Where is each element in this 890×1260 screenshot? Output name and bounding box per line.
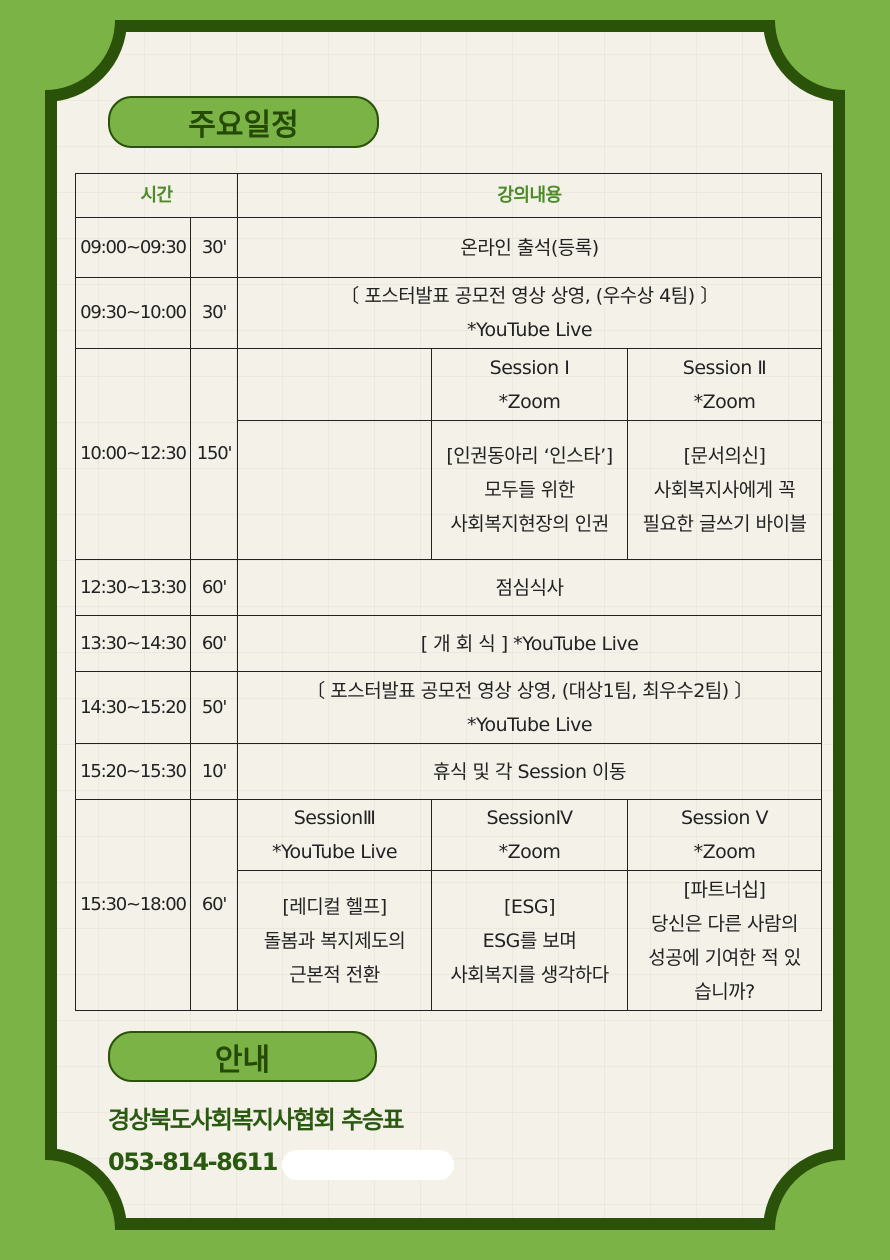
time-cell: 13:30~14:30 (75, 615, 191, 672)
cell-text: Session Ⅱ (682, 356, 767, 379)
cell-text: 성공에 기여한 적 있 (648, 946, 801, 969)
cell-text: 15:30~18:00 (80, 894, 187, 915)
cell-text: 점심식사 (495, 576, 564, 599)
content-cell: 〔 포스터발표 공모전 영상 상영, (우수상 4팀) 〕 *YouTube Li… (237, 277, 822, 349)
header-time: 시간 (75, 173, 238, 218)
header-content: 강의내용 (237, 173, 822, 218)
content-cell: 점심식사 (237, 559, 822, 616)
cell-text: 10' (201, 760, 227, 782)
cell-text: 당신은 다른 사람의 (651, 912, 798, 935)
duration-cell: 150' (190, 348, 238, 560)
session-header: Session Ⅱ *Zoom (627, 348, 822, 421)
session-header: SessionⅢ *YouTube Live (237, 799, 432, 871)
schedule-title: 주요일정 (108, 96, 379, 148)
cell-text: 60' (201, 894, 227, 915)
time-cell: 12:30~13:30 (75, 559, 191, 616)
cell-text: 30' (201, 236, 227, 258)
cell-text: 10:00~12:30 (80, 443, 187, 464)
cell-text: 〔 포스터발표 공모전 영상 상영, (우수상 4팀) 〕 (340, 285, 719, 307)
cell-text: *Zoom (693, 390, 756, 413)
cell-text: *YouTube Live (466, 319, 593, 341)
cell-text: *YouTube Live (271, 841, 398, 863)
info-title: 안내 (108, 1031, 377, 1082)
time-cell: 15:20~15:30 (75, 743, 191, 800)
cell-text: 시간 (140, 184, 173, 206)
contact-phone: 053-814-8611 / (108, 1148, 293, 1176)
cell-text: 15:20~15:30 (80, 760, 187, 782)
session-header: SessionⅣ *Zoom (431, 799, 628, 871)
cell-text: 강의내용 (497, 184, 562, 206)
time-cell: 14:30~15:20 (75, 671, 191, 744)
cell-text: 사회복지를 생각하다 (450, 963, 609, 986)
cell-text: 근본적 전환 (289, 963, 380, 986)
duration-cell: 10' (190, 743, 238, 800)
content-cell: 휴식 및 각 Session 이동 (237, 743, 822, 800)
cell-text: [문서의신] (683, 445, 766, 467)
cell-text: *YouTube Live (466, 713, 593, 736)
cell-text: 150' (196, 443, 233, 464)
cell-text: Session Ⅰ (489, 356, 570, 379)
cell-text: 모두들 위한 (484, 479, 575, 501)
cell-text: 필요한 글쓰기 바이블 (642, 513, 807, 535)
time-cell: 15:30~18:00 (75, 799, 191, 1011)
content-cell: 온라인 출석(등록) (237, 217, 822, 278)
empty-cell (237, 420, 432, 560)
cell-text: [인권동아리 ‘인스타’] (446, 445, 613, 467)
session-header: Session Ⅰ *Zoom (431, 348, 628, 421)
cell-text: SessionⅢ (293, 807, 376, 829)
time-cell: 10:00~12:30 (75, 348, 191, 560)
cell-text: SessionⅣ (486, 807, 573, 829)
cell-text: 휴식 및 각 Session 이동 (432, 760, 627, 783)
cell-text: 돌봄과 복지제도의 (263, 929, 406, 952)
redacted-contact (282, 1150, 454, 1180)
cell-text: 13:30~14:30 (80, 632, 187, 654)
time-cell: 09:30~10:00 (75, 277, 191, 349)
empty-cell (237, 348, 432, 421)
cell-text: 사회복지현장의 인권 (450, 513, 609, 535)
cell-text: 09:00~09:30 (80, 236, 187, 258)
cell-text: [ 개 회 식 ] *YouTube Live (420, 632, 639, 655)
organizer-name: 경상북도사회복지사협회 추승표 (108, 1106, 404, 1134)
cell-text: *Zoom (498, 841, 561, 863)
cell-text: 60' (201, 576, 227, 598)
cell-text: 30' (201, 302, 227, 323)
content-cell: [ 개 회 식 ] *YouTube Live (237, 615, 822, 672)
duration-cell: 50' (190, 671, 238, 744)
cell-text: [레디컬 헬프] (282, 895, 387, 918)
cell-text: [파트너십] (683, 878, 766, 901)
cell-text: 습니까? (694, 980, 755, 1003)
cell-text: ESG를 보며 (482, 929, 577, 952)
cell-text: 사회복지사에게 꼭 (653, 479, 796, 501)
cell-text: 50' (201, 696, 227, 718)
cell-text: 온라인 출석(등록) (460, 236, 599, 259)
content-cell: 〔 포스터발표 공모전 영상 상영, (대상1팀, 최우수2팀) 〕 *YouTu… (237, 671, 822, 744)
cell-text: 60' (201, 632, 227, 654)
cell-text: *Zoom (693, 841, 756, 863)
duration-cell: 30' (190, 217, 238, 278)
duration-cell: 60' (190, 799, 238, 1011)
cell-text: 〔 포스터발표 공모전 영상 상영, (대상1팀, 최우수2팀) 〕 (306, 679, 753, 702)
duration-cell: 60' (190, 615, 238, 672)
duration-cell: 60' (190, 559, 238, 616)
time-cell: 09:00~09:30 (75, 217, 191, 278)
duration-cell: 30' (190, 277, 238, 349)
cell-text: 14:30~15:20 (80, 696, 187, 718)
cell-text: *Zoom (498, 390, 561, 413)
cell-text: 12:30~13:30 (80, 576, 187, 598)
cell-text: 09:30~10:00 (80, 302, 187, 323)
session-header: Session Ⅴ *Zoom (627, 799, 822, 871)
cell-text: [ESG] (503, 895, 556, 918)
cell-text: Session Ⅴ (680, 807, 769, 829)
